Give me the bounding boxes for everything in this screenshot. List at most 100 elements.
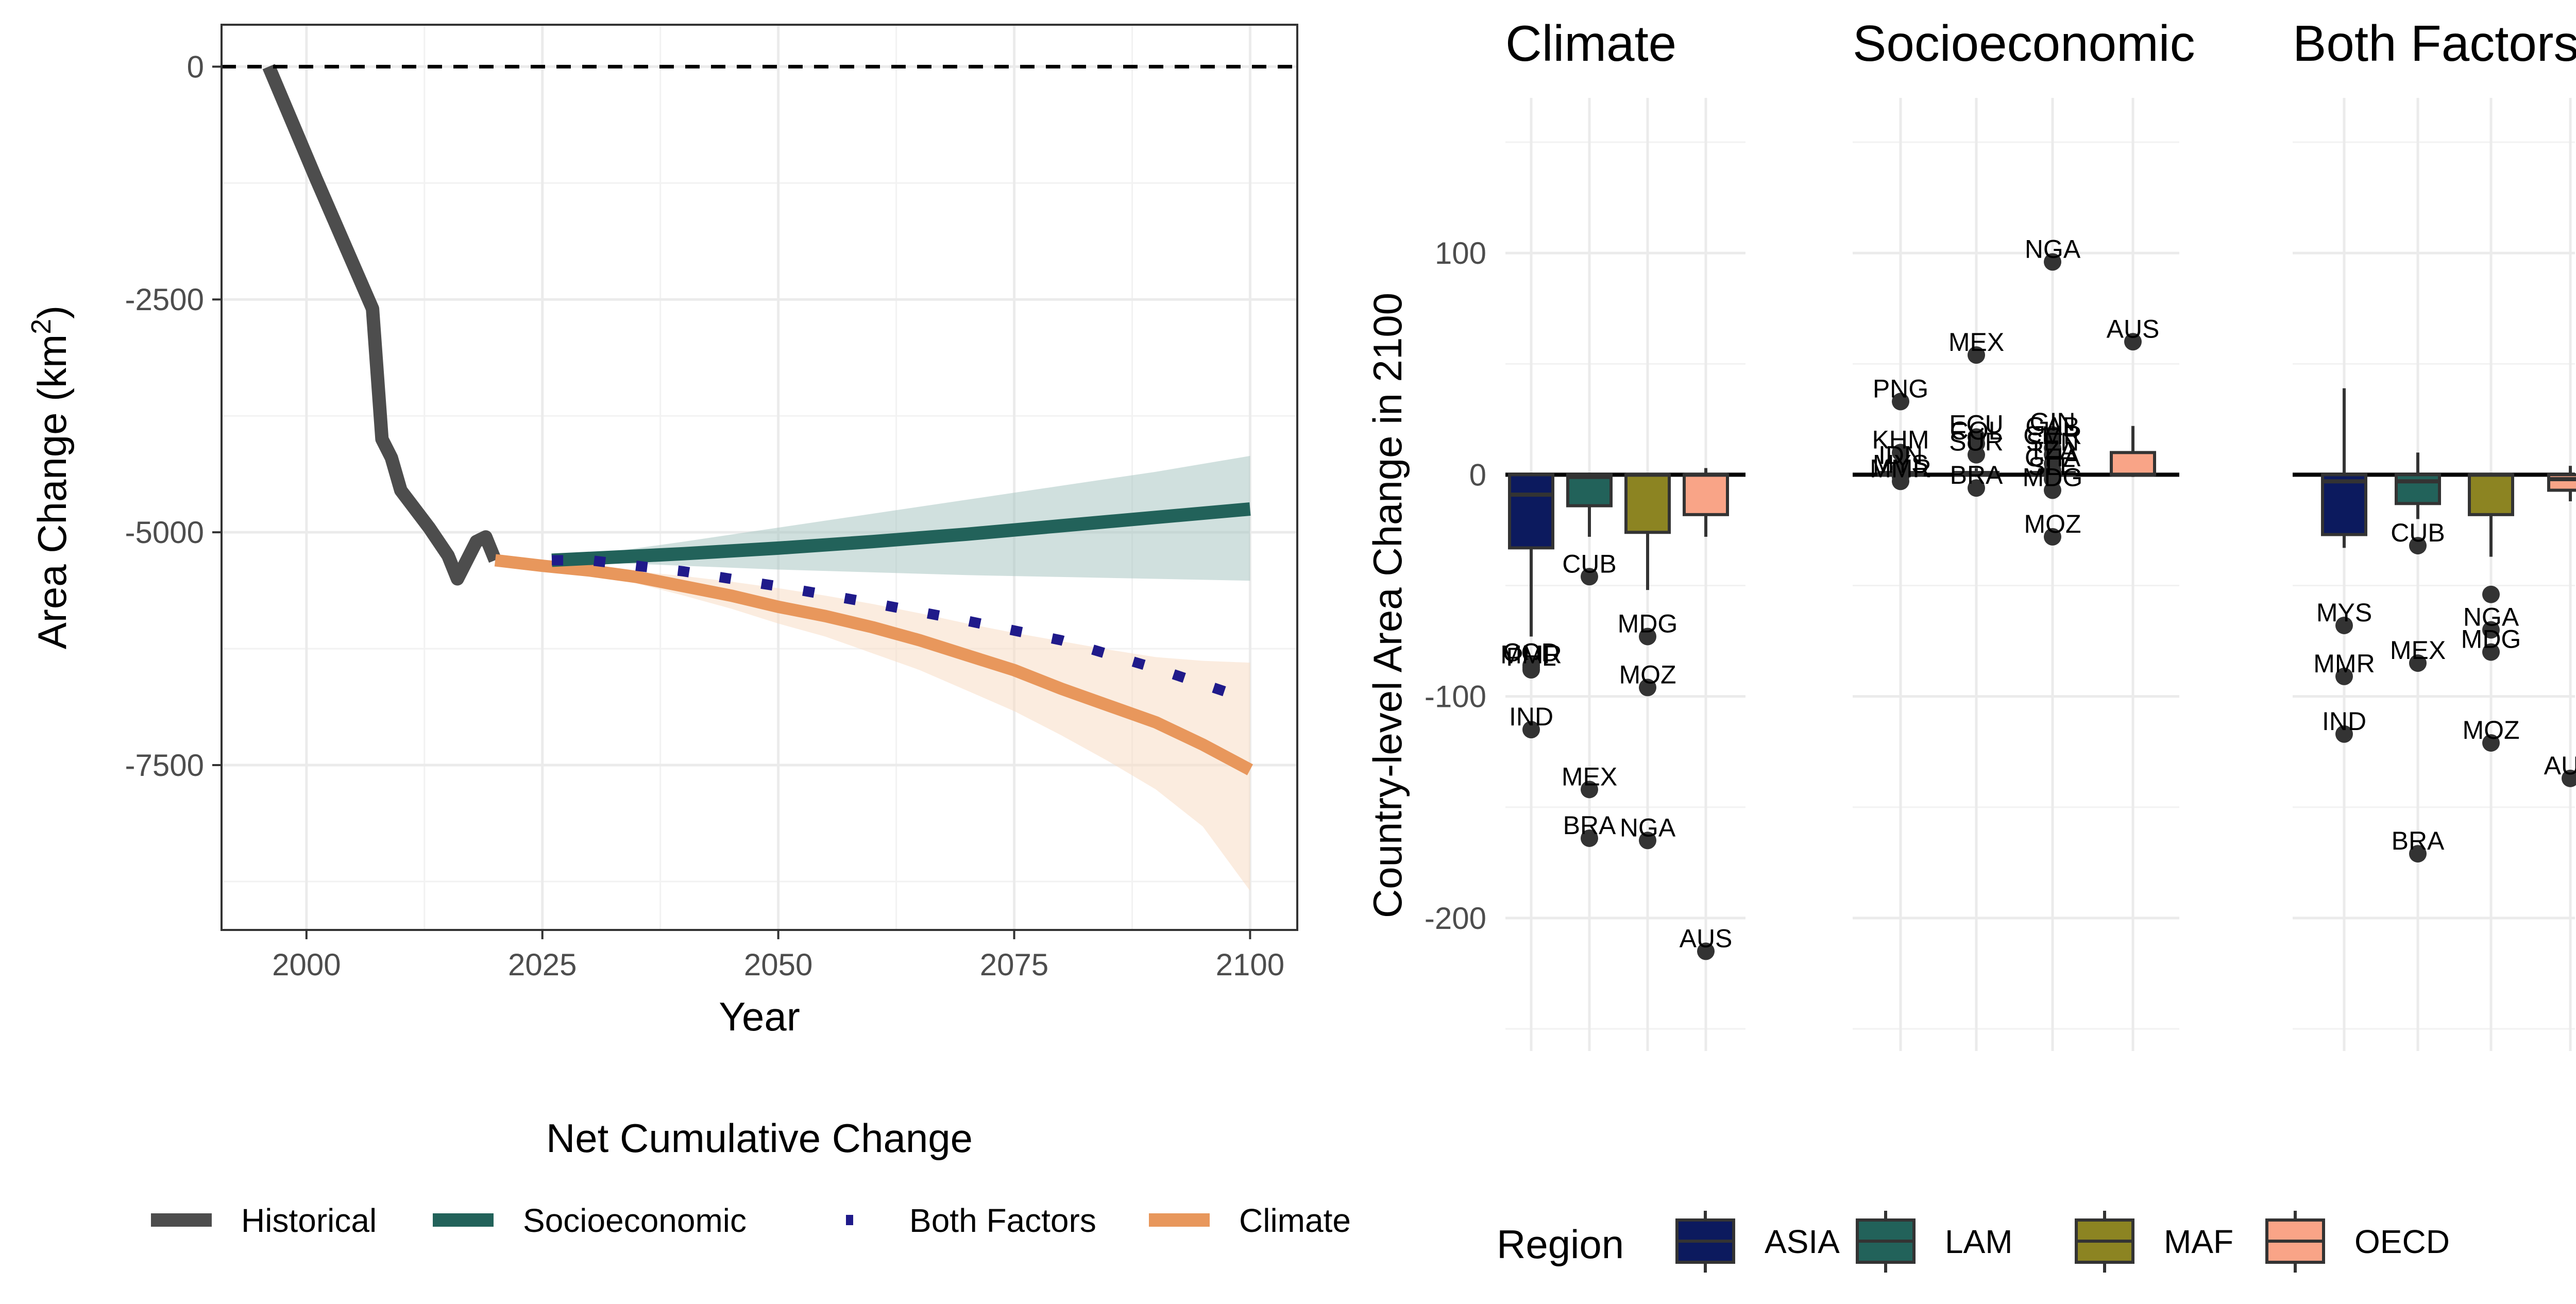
box-y-tick-label: 0 [1469, 458, 1486, 492]
point-sur [1968, 446, 1985, 464]
point-mmr [1892, 472, 1909, 490]
point-label: MMR [1870, 454, 1931, 483]
point-label: MOZ [2024, 510, 2081, 538]
y-axis-title-main: Area Change (km [29, 334, 75, 649]
box-chart-y-axis-title: Country-level Area Change in 2100 [1365, 293, 1410, 918]
point-label: SUR [1949, 428, 2004, 456]
point-label: IND [1509, 702, 1553, 731]
point-cub [2409, 537, 2427, 555]
point-bra [2409, 845, 2427, 863]
box-y-tick-label: -100 [1425, 680, 1486, 714]
point-ind [1522, 721, 1540, 739]
point-cub [1581, 568, 1598, 586]
x-tick-label-2050: 2050 [744, 947, 812, 982]
box-asia [2321, 388, 2367, 548]
point-label: GHA [2025, 443, 2081, 472]
box-oecd [2110, 426, 2156, 477]
x-tick-label-2025: 2025 [508, 947, 577, 982]
point-label: MYS [2316, 598, 2372, 627]
point-label: SEN [2026, 428, 2079, 456]
region-legend-item-oecd: OECD [2265, 1211, 2450, 1273]
point-label: MMR [2313, 649, 2375, 678]
point-label: NGA [1620, 813, 1676, 842]
box-body [2110, 451, 2156, 477]
box-maf [1624, 472, 1671, 590]
box-chart-panel: ClimatePHLCODMMRINDCUBMEXBRAMDGMOZNGAAUS… [1365, 15, 2576, 1273]
box-body [1624, 473, 1671, 534]
point-label: ECU [1949, 410, 2004, 438]
point-label: MEX [1562, 762, 1617, 791]
line-chart-panel: 2000 2025 2050 2075 2100 0 -2500 -5000 -7500 Yea… [26, 24, 1351, 1239]
y-tick-label: 0 [187, 49, 204, 84]
box-lam [1953, 468, 1999, 477]
point-bra [1581, 829, 1598, 847]
box-chart-y-ticks: 100 0 -100 -200 [1425, 236, 1486, 936]
y-tick-label: -7500 [125, 748, 204, 783]
point-label: NGA [2463, 603, 2519, 632]
point-mdg [2044, 481, 2061, 499]
point-label: AUS [2107, 314, 2160, 343]
point-label: AUS [1680, 924, 1733, 953]
point-aus [2562, 769, 2576, 787]
point-label: KHM [1872, 425, 1929, 454]
point-nga [2044, 253, 2061, 271]
box-body [2547, 473, 2576, 492]
box-body [1508, 473, 1554, 550]
legend-item-socioeconomic: Socioeconomic [433, 1202, 747, 1239]
point-aus [2124, 333, 2142, 351]
point-mdg [1639, 628, 1656, 646]
facet-title: Socioeconomic [1853, 15, 2195, 72]
legend-item-both: Both Factors [846, 1202, 1096, 1239]
point-mmr [2335, 667, 2353, 685]
point-label: AUS [2544, 751, 2576, 780]
line-chart-border [221, 24, 1298, 931]
point-mdg [2482, 643, 2500, 661]
point-label: TZA [2028, 436, 2077, 465]
point-label: BRA [1563, 811, 1616, 840]
y-axis-title-end: ) [29, 306, 75, 319]
point-ind [2335, 725, 2353, 743]
box-lam [1566, 473, 1613, 537]
point-label: NGA [2025, 234, 2081, 263]
box-body [2395, 473, 2441, 505]
point-label: MDG [2461, 625, 2521, 654]
region-legend-label: LAM [1945, 1223, 2013, 1260]
line-legend-title: Net Cumulative Change [546, 1115, 973, 1161]
box-body [2468, 473, 2514, 516]
point-nga [1639, 832, 1656, 850]
point-moz [2482, 734, 2500, 752]
region-legend-label: MAF [2164, 1223, 2233, 1260]
region-legend-item-asia: ASIA [1675, 1211, 1840, 1273]
point-label: MEX [2390, 636, 2446, 665]
x-tick-label-2100: 2100 [1216, 947, 1284, 982]
line-chart-x-axis-title: Year [719, 994, 800, 1039]
point-bra [1968, 479, 1985, 497]
region-legend-label: ASIA [1765, 1223, 1840, 1260]
point-mex [1968, 346, 1985, 364]
socioeconomic-line [551, 502, 1251, 567]
box-oecd [1683, 468, 1729, 537]
box-oecd [2547, 466, 2576, 502]
point-label: MEX [1948, 328, 2004, 357]
region-legend: Region ASIA LAM MAF OECD [1497, 1211, 2450, 1273]
point-label: MOZ [1619, 660, 1676, 689]
box-body [2321, 473, 2367, 536]
point-khm [1892, 444, 1909, 462]
point-label: MOZ [2462, 716, 2519, 744]
legend-label-historical: Historical [241, 1202, 377, 1239]
point-label: MMR [1500, 640, 1562, 669]
point-label: COL [1950, 416, 2003, 445]
point-unlabeled [2482, 585, 2500, 603]
box-lam [2395, 452, 2441, 519]
point-label: GAB [2025, 412, 2080, 441]
point-label: BRA [1950, 461, 2003, 489]
legend-label-both: Both Factors [909, 1202, 1096, 1239]
box-y-tick-label: 100 [1435, 236, 1486, 270]
legend-label-climate: Climate [1239, 1202, 1351, 1239]
point-label: IND [2322, 707, 2366, 736]
point-moz [1639, 679, 1656, 697]
point-label: MDG [2023, 463, 2083, 492]
point-mex [1581, 781, 1598, 799]
